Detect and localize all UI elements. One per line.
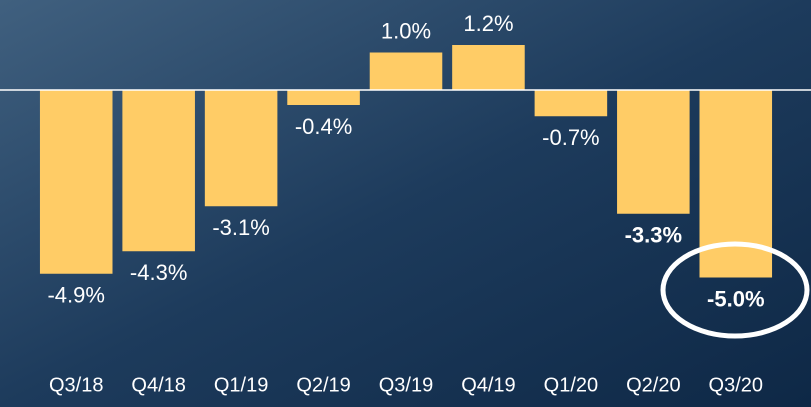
- value-label: -5.0%: [707, 286, 764, 311]
- x-tick-label: Q3/20: [709, 374, 763, 396]
- value-label: -3.3%: [625, 223, 682, 248]
- value-label: 1.2%: [463, 11, 513, 36]
- bar: [534, 90, 608, 117]
- bar: [39, 90, 113, 274]
- value-label: 1.0%: [381, 18, 431, 43]
- x-tick-label: Q4/18: [131, 374, 185, 396]
- plot-area: -4.9% Q3/18 -4.3% Q4/18 -3.1% Q1/19 -0.4% Q2/19…: [0, 11, 811, 396]
- value-label: -4.9%: [47, 283, 104, 308]
- highlight-circle: [660, 241, 810, 339]
- bar: [369, 52, 443, 90]
- x-tick-label: Q3/18: [49, 374, 103, 396]
- x-tick-label: Q2/20: [626, 374, 680, 396]
- x-tick-label: Q2/19: [296, 374, 350, 396]
- bar: [122, 90, 195, 252]
- bar: [452, 45, 525, 90]
- bar: [617, 90, 690, 214]
- x-tick-label: Q1/19: [214, 374, 268, 396]
- x-tick-label: Q1/20: [544, 374, 598, 396]
- value-label: -3.1%: [212, 215, 269, 240]
- value-label: -0.7%: [542, 125, 599, 150]
- bar: [287, 90, 360, 105]
- value-label: -4.3%: [130, 260, 187, 285]
- bar: [204, 90, 278, 207]
- value-label: -0.4%: [295, 114, 352, 139]
- x-tick-label: Q3/19: [379, 374, 433, 396]
- x-tick-label: Q4/19: [461, 374, 515, 396]
